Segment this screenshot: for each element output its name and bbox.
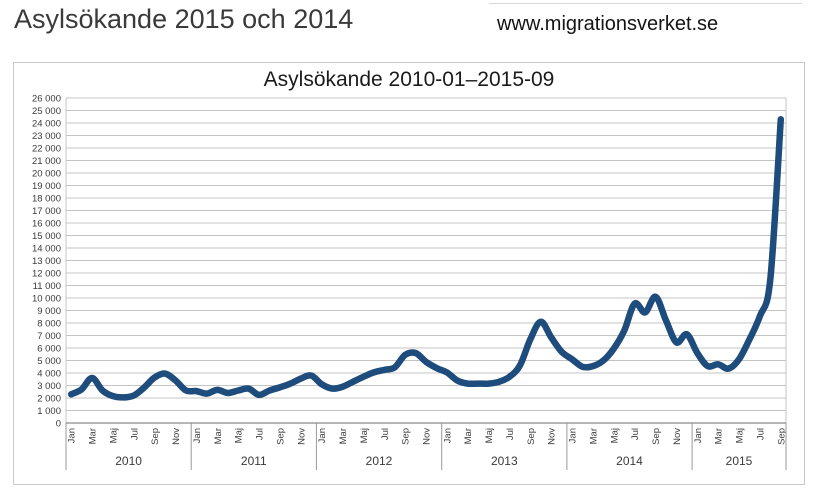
- svg-text:4 000: 4 000: [37, 369, 61, 380]
- svg-text:Nov: Nov: [547, 428, 558, 445]
- svg-text:12 000: 12 000: [32, 269, 61, 280]
- svg-text:Jan: Jan: [442, 428, 453, 443]
- svg-text:11 000: 11 000: [33, 281, 61, 292]
- svg-text:Nov: Nov: [296, 428, 307, 445]
- website-link[interactable]: www.migrationsverket.se: [489, 3, 802, 44]
- svg-text:Jan: Jan: [317, 428, 328, 443]
- svg-text:3 000: 3 000: [37, 381, 61, 392]
- svg-text:Maj: Maj: [735, 428, 746, 443]
- svg-text:5 000: 5 000: [37, 356, 61, 367]
- svg-text:26 000: 26 000: [32, 94, 61, 105]
- svg-text:Jan: Jan: [568, 428, 579, 443]
- svg-text:Sep: Sep: [776, 428, 787, 445]
- svg-text:Mar: Mar: [338, 428, 349, 444]
- svg-text:7 000: 7 000: [37, 331, 61, 342]
- svg-text:13 000: 13 000: [32, 256, 61, 267]
- svg-text:0: 0: [56, 419, 61, 430]
- svg-text:23 000: 23 000: [32, 131, 61, 142]
- svg-text:10 000: 10 000: [32, 294, 61, 305]
- svg-text:17 000: 17 000: [32, 206, 61, 217]
- svg-text:25 000: 25 000: [32, 106, 61, 117]
- website-url: www.migrationsverket.se: [497, 12, 719, 35]
- svg-text:Jan: Jan: [192, 428, 203, 443]
- svg-text:2011: 2011: [241, 454, 267, 468]
- svg-text:Sep: Sep: [150, 428, 161, 445]
- svg-text:2014: 2014: [616, 454, 643, 468]
- svg-text:Mar: Mar: [714, 428, 725, 444]
- svg-text:Jan: Jan: [693, 428, 704, 443]
- svg-text:2010: 2010: [115, 454, 142, 468]
- svg-text:2 000: 2 000: [37, 394, 61, 405]
- svg-text:Mar: Mar: [589, 428, 600, 444]
- svg-text:Mar: Mar: [213, 428, 224, 444]
- svg-text:22 000: 22 000: [32, 144, 61, 155]
- svg-text:Nov: Nov: [672, 428, 683, 445]
- svg-text:15 000: 15 000: [32, 231, 61, 242]
- page-title: Asylsökande 2015 och 2014: [14, 4, 354, 34]
- svg-text:Nov: Nov: [422, 428, 433, 445]
- svg-text:14 000: 14 000: [32, 244, 61, 255]
- svg-text:20 000: 20 000: [32, 169, 61, 180]
- svg-text:Sep: Sep: [401, 428, 412, 445]
- svg-text:24 000: 24 000: [32, 119, 61, 130]
- chart-frame: Asylsökande 2010-01–2015-09 0 1 000 2 000 3…: [13, 62, 805, 485]
- svg-text:8 000: 8 000: [37, 319, 61, 330]
- svg-text:Jul: Jul: [505, 428, 516, 440]
- svg-text:Maj: Maj: [234, 428, 245, 443]
- svg-text:Nov: Nov: [171, 428, 182, 445]
- svg-text:2013: 2013: [491, 454, 518, 468]
- svg-text:Jul: Jul: [129, 428, 140, 440]
- svg-text:2015: 2015: [726, 454, 753, 468]
- svg-text:Sep: Sep: [526, 428, 537, 445]
- svg-text:1 000: 1 000: [37, 406, 61, 417]
- chart-title: Asylsökande 2010-01–2015-09: [263, 68, 555, 91]
- svg-text:Maj: Maj: [359, 428, 370, 443]
- svg-text:Mar: Mar: [463, 428, 474, 444]
- svg-text:Jul: Jul: [380, 428, 391, 440]
- svg-text:Jul: Jul: [755, 428, 766, 440]
- svg-text:18 000: 18 000: [32, 194, 61, 205]
- svg-text:Sep: Sep: [275, 428, 286, 445]
- svg-text:6 000: 6 000: [37, 344, 61, 355]
- svg-text:16 000: 16 000: [32, 219, 61, 230]
- svg-text:Maj: Maj: [609, 428, 620, 443]
- svg-text:2012: 2012: [366, 454, 393, 468]
- svg-text:9 000: 9 000: [37, 306, 61, 317]
- svg-text:19 000: 19 000: [32, 181, 61, 192]
- svg-text:Jul: Jul: [255, 428, 266, 440]
- svg-text:Maj: Maj: [109, 428, 120, 443]
- svg-text:Mar: Mar: [88, 428, 99, 444]
- svg-text:Sep: Sep: [651, 428, 662, 445]
- svg-text:Jul: Jul: [630, 428, 641, 440]
- svg-text:Jan: Jan: [67, 428, 78, 443]
- svg-text:Maj: Maj: [484, 428, 495, 443]
- svg-text:21 000: 21 000: [32, 156, 61, 167]
